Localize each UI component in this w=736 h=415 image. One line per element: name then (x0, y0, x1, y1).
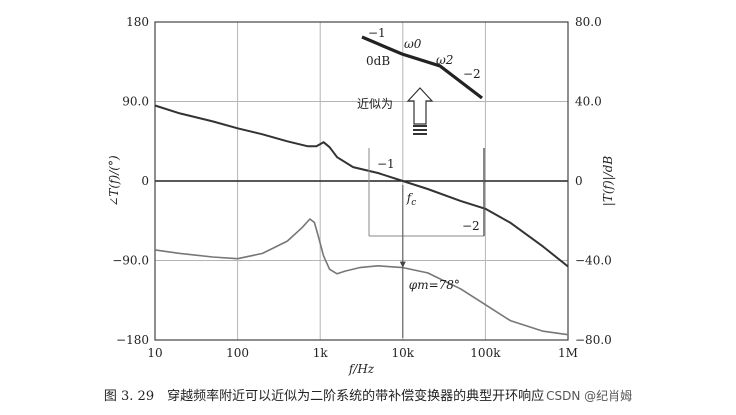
left-tick-label: −90.0 (112, 254, 149, 268)
x-tick-label: 1k (313, 346, 329, 360)
inset-asymptote-line (361, 35, 483, 100)
x-axis-label: f/Hz (348, 362, 375, 376)
phase-line (154, 218, 569, 336)
inset-slope-minus2: −2 (463, 67, 481, 81)
bode-chart: 10 100 1k 10k 100k 1M f/Hz 180 90.0 0 −90.0 −180 80.… (107, 15, 615, 376)
figure-caption: 图 3. 29 穿越频率附近可以近似为二阶系统的带补偿变换器的典型开环响应 CSD… (0, 385, 736, 404)
left-tick-label: −180 (116, 333, 149, 347)
tick-labels: 10 100 1k 10k 100k 1M f/Hz 180 90.0 0 −90.0 −180 80.… (107, 15, 615, 376)
right-axis-label: |T(f)|/dB (601, 156, 615, 207)
series-lines (154, 104, 569, 336)
approx-arrow-icon (406, 87, 434, 125)
arrow-stripe (413, 133, 427, 135)
x-tick-label: 10 (147, 346, 162, 360)
plot-frame (154, 21, 569, 341)
slope-minus2-label: −2 (462, 219, 480, 233)
inset-zero-db: 0dB (366, 54, 390, 68)
right-tick-label: 80.0 (575, 15, 602, 29)
inset-approx-label: 近似为 (357, 97, 393, 111)
right-tick-label: −80.0 (575, 333, 612, 347)
inset-diagram: −1 ω0 0dB ω2 −2 近似为 (357, 26, 483, 135)
inset-slope-minus1: −1 (368, 26, 386, 40)
slope-minus1-label: −1 (377, 157, 395, 171)
right-tick-label: −40.0 (575, 254, 612, 268)
x-tick-label: 100 (226, 346, 249, 360)
left-axis-label: ∠T(f)/(°) (107, 155, 121, 207)
crossover-frequency-label: fc (406, 191, 417, 208)
caption-text: 图 3. 29 穿越频率附近可以近似为二阶系统的带补偿变换器的典型开环响应 (103, 389, 545, 404)
magnitude-line (154, 104, 569, 268)
left-tick-label: 180 (126, 15, 149, 29)
axes (154, 21, 569, 341)
right-tick-label: 0 (575, 174, 583, 188)
left-tick-label: 0 (141, 174, 149, 188)
inset-omega0: ω0 (404, 37, 422, 51)
watermark: CSDN @纪肖姆 (546, 389, 633, 403)
phase-margin-label: φm=78° (409, 278, 460, 292)
arrow-stripe (413, 129, 427, 131)
grid-lines (154, 21, 569, 341)
x-tick-label: 1M (558, 346, 578, 360)
annotations: −1 −2 fc φm=78° (368, 148, 485, 338)
arrow-stripe (413, 125, 427, 127)
right-tick-label: 40.0 (575, 95, 602, 109)
left-tick-label: 90.0 (122, 95, 149, 109)
phase-margin-arrowhead (399, 261, 406, 268)
x-tick-label: 100k (470, 346, 501, 360)
x-tick-label: 10k (392, 346, 415, 360)
inset-omega2: ω2 (436, 53, 453, 67)
